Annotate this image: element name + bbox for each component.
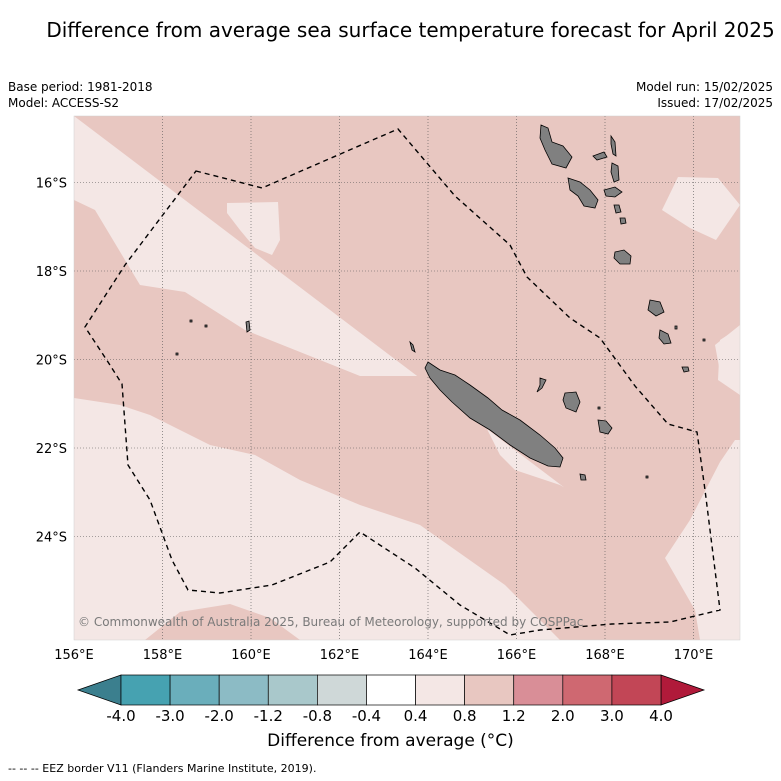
meta-left: Base period: 1981-2018 Model: ACCESS-S2 (8, 79, 153, 111)
small-islet-b (204, 324, 208, 328)
colorbar-tick-label: -1.2 (254, 707, 283, 725)
colorbar-under-arrow (76, 674, 122, 706)
colorbar-segment (317, 674, 367, 706)
map-area: © Commonwealth of Australia 2025, Bureau… (74, 116, 740, 640)
small-islet-d (674, 325, 678, 330)
colorbar-tick-label: 1.2 (502, 707, 526, 725)
copyright-notice: © Commonwealth of Australia 2025, Bureau… (78, 615, 583, 629)
colorbar-tick-label: 3.0 (600, 707, 624, 725)
colorbar-tick-label: -3.0 (155, 707, 184, 725)
colorbar-segment (169, 674, 220, 706)
longitude-tick-label: 166°E (497, 648, 537, 663)
isle-of-pines (579, 473, 587, 481)
eez-legend-note: -- -- -- EEZ border V11 (Flanders Marine… (8, 762, 317, 775)
loyalty-island-ouvea (536, 377, 547, 393)
small-islet-a (189, 319, 193, 323)
latitude-tick-label: 20°S (36, 354, 67, 369)
longitude-tick-label: 160°E (231, 648, 271, 663)
colorbar-tick-label: 2.0 (551, 707, 575, 725)
chesterfield-islet (245, 320, 251, 333)
vanuatu-erromango (647, 299, 665, 317)
warm-patch-south (145, 604, 300, 640)
colorbar-segment (464, 674, 515, 706)
colorbar-tick-label: 0.4 (404, 707, 428, 725)
colorbar-tick-label: -4.0 (106, 707, 135, 725)
small-islet-c (175, 352, 179, 356)
longitude-tick-label: 158°E (143, 648, 183, 663)
axis-labels: 156°E 158°E 160°E 162°E 164°E 166°E 168°E 170°E… (36, 177, 714, 664)
colorbar-tick-label: 0.8 (453, 707, 477, 725)
vanuatu-maewo (610, 134, 617, 157)
latitude-tick-label: 16°S (36, 177, 67, 192)
base-period: Base period: 1981-2018 (8, 80, 153, 94)
loyalty-island-lifou (562, 391, 581, 413)
vanuatu-malo-islet (592, 151, 608, 161)
colorbar-tick-label: -2.0 (205, 707, 234, 725)
colorbar-segments (120, 674, 662, 706)
walpole-islet (645, 475, 649, 479)
longitude-tick-label: 164°E (408, 648, 448, 663)
light-patch-southeast (718, 327, 740, 395)
gridlines (74, 116, 740, 640)
colorbar: -4.0 -3.0 -2.0 -1.2 -0.8 -0.4 0.4 0.8 1.2 2.0 3.0 4… (76, 674, 706, 725)
vanuatu-efate (613, 249, 632, 265)
longitude-tick-label: 156°E (54, 648, 94, 663)
colorbar-segment (120, 674, 171, 706)
issued-date: Issued: 17/02/2025 (657, 96, 773, 110)
vanuatu-ambrym (603, 186, 623, 198)
belep-islet (409, 340, 416, 353)
colorbar-tick-label: 4.0 (649, 707, 673, 725)
map-title: Difference from average sea surface temp… (46, 18, 775, 42)
longitude-tick-label: 168°E (585, 648, 625, 663)
vanuatu-shepherd-islets (619, 217, 627, 225)
map-frame (73, 115, 741, 641)
vanuatu-malekula (567, 177, 599, 209)
colorbar-segment (562, 674, 613, 706)
land-masses (175, 124, 706, 481)
colorbar-title: Difference from average (°C) (267, 731, 514, 751)
small-islet-e (702, 338, 706, 342)
light-patch-west (227, 202, 280, 255)
vanuatu-espiritu-santo (539, 124, 573, 169)
colorbar-segment (415, 674, 465, 706)
longitude-tick-label: 162°E (320, 648, 360, 663)
loyalty-island-mare (597, 419, 613, 435)
colorbar-ticks: -4.0 -3.0 -2.0 -1.2 -0.8 -0.4 0.4 0.8 1.2 2.0 3.0 4… (106, 707, 673, 725)
colorbar-segment (366, 674, 416, 706)
colorbar-segment (513, 674, 564, 706)
meta-right: Model run: 15/02/2025 Issued: 17/02/2025 (636, 79, 773, 111)
vanuatu-pentecost (610, 162, 620, 183)
colorbar-over-arrow (660, 674, 706, 706)
eez-border (84, 128, 721, 636)
vanuatu-epi (613, 204, 622, 214)
latitude-tick-label: 22°S (36, 442, 67, 457)
colorbar-tick-label: -0.4 (352, 707, 381, 725)
small-islet-f (597, 406, 601, 410)
longitude-tick-label: 170°E (674, 648, 714, 663)
colorbar-segment (218, 674, 269, 706)
latitude-tick-label: 24°S (36, 531, 67, 546)
new-caledonia-island (424, 361, 564, 468)
colorbar-segment (611, 674, 662, 706)
model-name: Model: ACCESS-S2 (8, 96, 120, 110)
latitude-tick-label: 18°S (36, 265, 67, 280)
anomaly-field-warm (74, 116, 740, 640)
colorbar-tick-label: -0.8 (303, 707, 332, 725)
colorbar-segment (267, 674, 318, 706)
vanuatu-tanna (658, 329, 672, 345)
model-run: Model run: 15/02/2025 (635, 80, 773, 94)
vanuatu-aneityum (681, 366, 690, 373)
light-patch-east (662, 177, 740, 240)
